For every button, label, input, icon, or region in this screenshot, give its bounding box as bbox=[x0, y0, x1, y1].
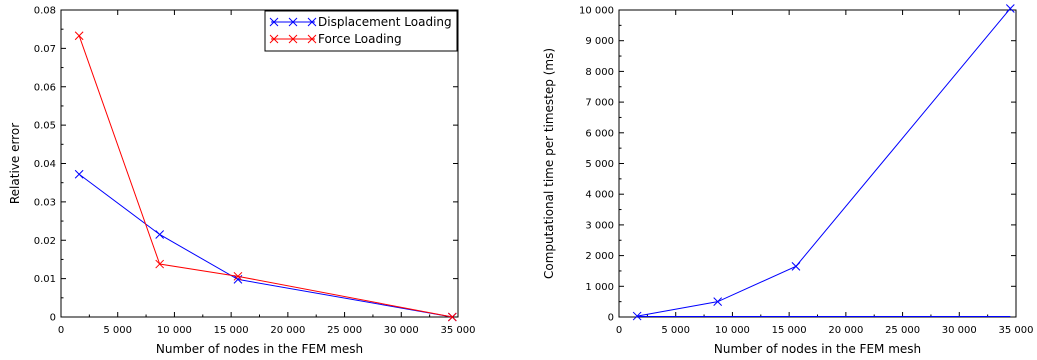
data-point-marker bbox=[155, 230, 165, 239]
x-tick-label: 35 000 bbox=[441, 325, 476, 336]
legend-marker bbox=[307, 34, 317, 44]
legend-marker bbox=[288, 34, 298, 44]
y-tick-label: 0.04 bbox=[34, 159, 56, 170]
y-tick-label: 10 000 bbox=[579, 6, 614, 17]
y-tick-label: 5 000 bbox=[585, 159, 614, 170]
y-tick-label: 7 000 bbox=[585, 98, 614, 109]
y-tick-label: 0.05 bbox=[34, 121, 56, 132]
x-tick-label: 0 bbox=[616, 325, 622, 336]
data-point-marker bbox=[447, 312, 457, 322]
y-tick-label: 0 bbox=[50, 313, 56, 324]
plot-frame bbox=[60, 9, 459, 318]
legend-marker bbox=[269, 17, 279, 27]
data-point-marker bbox=[632, 311, 642, 321]
legend-box bbox=[264, 10, 458, 52]
y-tick-label: 9 000 bbox=[585, 36, 614, 47]
legend-marker bbox=[288, 17, 298, 27]
data-point-marker bbox=[791, 261, 801, 271]
x-tick-label: 30 000 bbox=[942, 325, 977, 336]
x-tick-label: 35 000 bbox=[999, 325, 1034, 336]
y-tick-label: 2 000 bbox=[585, 251, 614, 262]
y-tick-label: 0.02 bbox=[34, 236, 56, 247]
y-tick-label: 0.07 bbox=[34, 44, 56, 55]
data-point-marker bbox=[233, 271, 243, 281]
legend-entry-label: Force Loading bbox=[318, 32, 402, 46]
data-point-marker bbox=[713, 297, 723, 307]
data-point-marker bbox=[1005, 4, 1015, 13]
legend-entry-label: Displacement Loading bbox=[318, 15, 452, 29]
y-tick-label: 0.08 bbox=[34, 6, 56, 17]
y-tick-label: 4 000 bbox=[585, 190, 614, 201]
computational-time-chart: 0 5 000 10 000 15 000 20 000 25 000 30 000 35 0… bbox=[542, 4, 1034, 356]
legend-marker bbox=[269, 34, 279, 44]
x-axis-title: Number of nodes in the FEM mesh bbox=[156, 342, 363, 356]
y-tick-label: 6 000 bbox=[585, 128, 614, 139]
y-tick-label: 0.03 bbox=[34, 197, 56, 208]
x-tick-label: 5 000 bbox=[103, 325, 132, 336]
x-tick-label: 20 000 bbox=[270, 325, 305, 336]
x-tick-label: 25 000 bbox=[885, 325, 920, 336]
legend-marker bbox=[307, 17, 317, 27]
x-tick-label: 15 000 bbox=[772, 325, 807, 336]
data-point-marker bbox=[74, 31, 84, 41]
data-point-marker bbox=[155, 259, 165, 269]
x-axis-title: Number of nodes in the FEM mesh bbox=[714, 342, 921, 356]
y-tick-label: 0.01 bbox=[34, 274, 56, 285]
y-tick-label: 3 000 bbox=[585, 220, 614, 231]
relative-error-chart: 0 5 000 10 000 15 000 20 000 25 000 30 000 35 0… bbox=[8, 6, 476, 357]
y-tick-label: 1 000 bbox=[585, 282, 614, 293]
x-tick-label: 20 000 bbox=[828, 325, 863, 336]
series-line-1 bbox=[78, 35, 453, 318]
series-line-0 bbox=[78, 173, 453, 318]
x-tick-label: 30 000 bbox=[384, 325, 419, 336]
y-axis-title: Relative error bbox=[8, 123, 22, 204]
series-line-0 bbox=[637, 8, 1011, 317]
data-point-marker bbox=[74, 169, 84, 179]
x-tick-label: 15 000 bbox=[214, 325, 249, 336]
y-tick-label: 0.06 bbox=[34, 82, 56, 93]
y-axis-title: Computational time per timestep (ms) bbox=[542, 48, 556, 279]
x-tick-label: 0 bbox=[58, 325, 64, 336]
x-tick-label: 10 000 bbox=[715, 325, 750, 336]
x-tick-label: 5 000 bbox=[661, 325, 690, 336]
y-tick-label: 8 000 bbox=[585, 67, 614, 78]
x-tick-label: 25 000 bbox=[327, 325, 362, 336]
x-tick-label: 10 000 bbox=[157, 325, 192, 336]
y-tick-label: 0 bbox=[608, 313, 614, 324]
plot-frame bbox=[618, 9, 1017, 318]
legend: Displacement Loading Force Loading bbox=[264, 10, 458, 52]
